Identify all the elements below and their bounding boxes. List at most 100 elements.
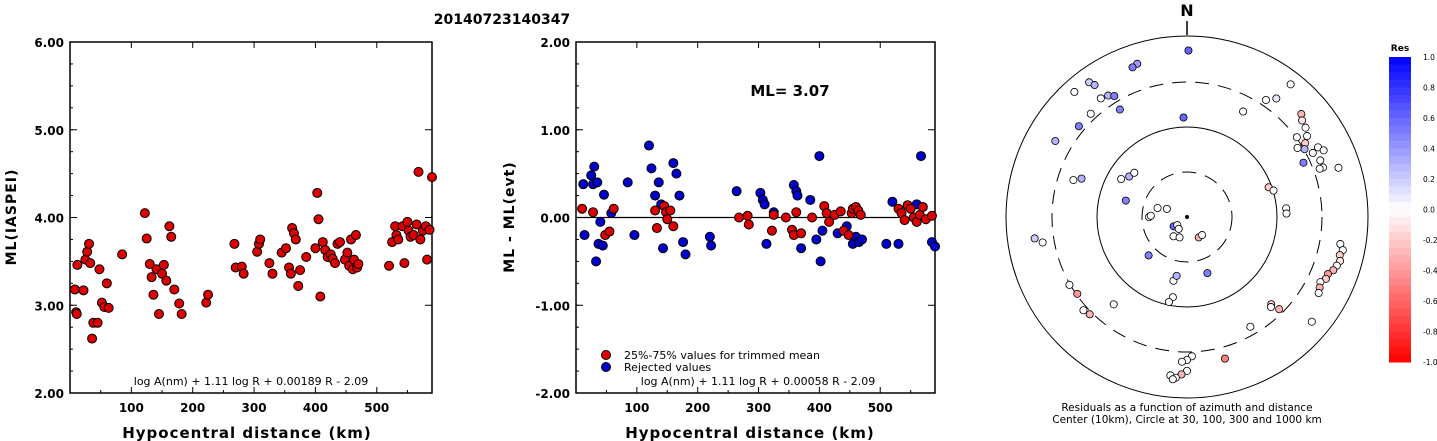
rejected-point [759,199,770,210]
panel1-ytick-label: 5.00 [34,124,64,138]
trimmed-mean-point [843,230,854,241]
panel2-points [577,140,940,267]
panel1-ytick-label: 3.00 [34,299,64,313]
panel2-ytick-label: -2.00 [535,387,570,401]
panel1-ytick-label: 4.00 [34,212,64,226]
rejected-point [815,256,826,267]
rejected-point [671,168,682,179]
azimuth-residual-point [1070,87,1079,96]
colorbar-cell [1389,224,1411,233]
colorbar-tick-label: -1.0 [1423,358,1437,367]
trimmed-mean-point [855,209,866,220]
magnitude-point [334,237,345,248]
trimmed-mean-point [668,221,679,232]
legend-blue-label: Rejected values [624,361,711,374]
magnitude-point [422,254,433,265]
polar-caption-line1: Residuals as a function of azimuth and d… [1061,402,1312,414]
colorbar-cell [1389,186,1411,195]
magnitude-point [384,260,395,271]
azimuth-residual-point [1117,174,1126,183]
panel2-ytick-label: 2.00 [540,36,570,50]
colorbar-cell [1389,240,1411,249]
trimmed-mean-point [807,212,818,223]
colorbar-cell [1389,201,1411,210]
trimmed-mean-point [662,214,673,225]
panel2-ticks: 100 200 300 400 500 -2.00 -1.00 0.00 1.00 2.00 [535,36,935,415]
azimuth-residual-point [1172,271,1181,280]
colorbar-cell [1389,323,1411,332]
magnitude-point [166,231,177,242]
magnitude-point [146,272,157,283]
colorbar-cell [1389,64,1411,73]
magnitude-vs-distance-panel: 100 200 300 400 500 2.00 3.00 4.00 5.00 6.00 Hypo… [4,36,437,441]
panel1-xtick-label: 300 [242,401,267,415]
rejected-point [589,161,600,172]
rejected-point [579,230,590,241]
azimuth-residual-point [1275,305,1284,314]
magnitude-point [313,214,324,225]
rejected-point [881,238,892,249]
azimuth-residual-point [1239,107,1248,116]
azimuth-residual-point [1298,116,1307,125]
rejected-point [674,190,685,201]
colorbar-cell [1389,339,1411,348]
colorbar-tick-label: -0.8 [1423,328,1437,337]
colorbar-tick-label: -0.2 [1423,236,1437,245]
azimuth-residual-point [1261,95,1270,104]
azimuth-residual-point [1282,209,1291,218]
azimuth-residual-point [1065,280,1074,289]
magnitude-point [169,284,180,295]
colorbar-cell [1389,133,1411,142]
magnitude-point [280,243,291,254]
magnitude-point [117,249,128,260]
trimmed-mean-point [734,212,745,223]
panel2-xtick-label: 200 [685,401,710,415]
colorbar-tick-label: 0.2 [1423,175,1435,184]
panel1-xlabel: Hypocentral distance (km) [122,424,372,441]
panel1-ylabel: ML(IASPEI) [4,169,20,266]
ring-1000km [1005,35,1369,399]
colorbar-cell [1389,194,1411,203]
azimuth-residual-point [1051,136,1060,145]
trimmed-mean-point [905,203,916,214]
magnitude-point [290,234,301,245]
rejected-point [622,177,633,188]
azimuth-residual-point [1030,234,1039,243]
colorbar-cell [1389,217,1411,226]
trimmed-mean-point [926,210,937,221]
azimuth-residual-point [1168,375,1177,384]
trimmed-mean-point [791,207,802,218]
trimmed-mean-point [650,205,661,216]
trimmed-mean-point [796,228,807,239]
rejected-point [811,234,822,245]
magnitude-point [103,302,114,313]
magnitude-point [285,268,296,279]
magnitude-point [229,238,240,249]
rejected-point [805,194,816,205]
rejected-point [796,243,807,254]
azimuth-residual-point [1121,196,1130,205]
magnitude-point [101,278,112,289]
magnitude-point [87,333,98,344]
azimuth-residual-point [1174,224,1183,233]
colorbar-tick-label: -0.6 [1423,297,1437,306]
colorbar-cell [1389,232,1411,241]
center-dot [1185,215,1189,219]
north-label: N [1180,1,1193,20]
magnitude-point [255,234,266,245]
colorbar-tick-label: 0.6 [1423,114,1435,123]
magnitude-point [427,172,437,183]
colorbar-tick-label: 0.0 [1423,206,1435,215]
magnitude-point [92,317,103,328]
colorbar-cell [1389,278,1411,287]
trimmed-mean-point [917,201,928,212]
colorbar-tick-label: 0.8 [1423,84,1435,93]
azimuth-residual-point [1266,303,1275,312]
magnitude-point [350,230,361,241]
colorbar-cell [1389,209,1411,218]
magnitude-point [141,233,152,244]
colorbar-cell [1389,163,1411,172]
trimmed-mean-point [604,226,615,237]
magnitude-point [310,243,321,254]
colorbar-cell [1389,308,1411,317]
